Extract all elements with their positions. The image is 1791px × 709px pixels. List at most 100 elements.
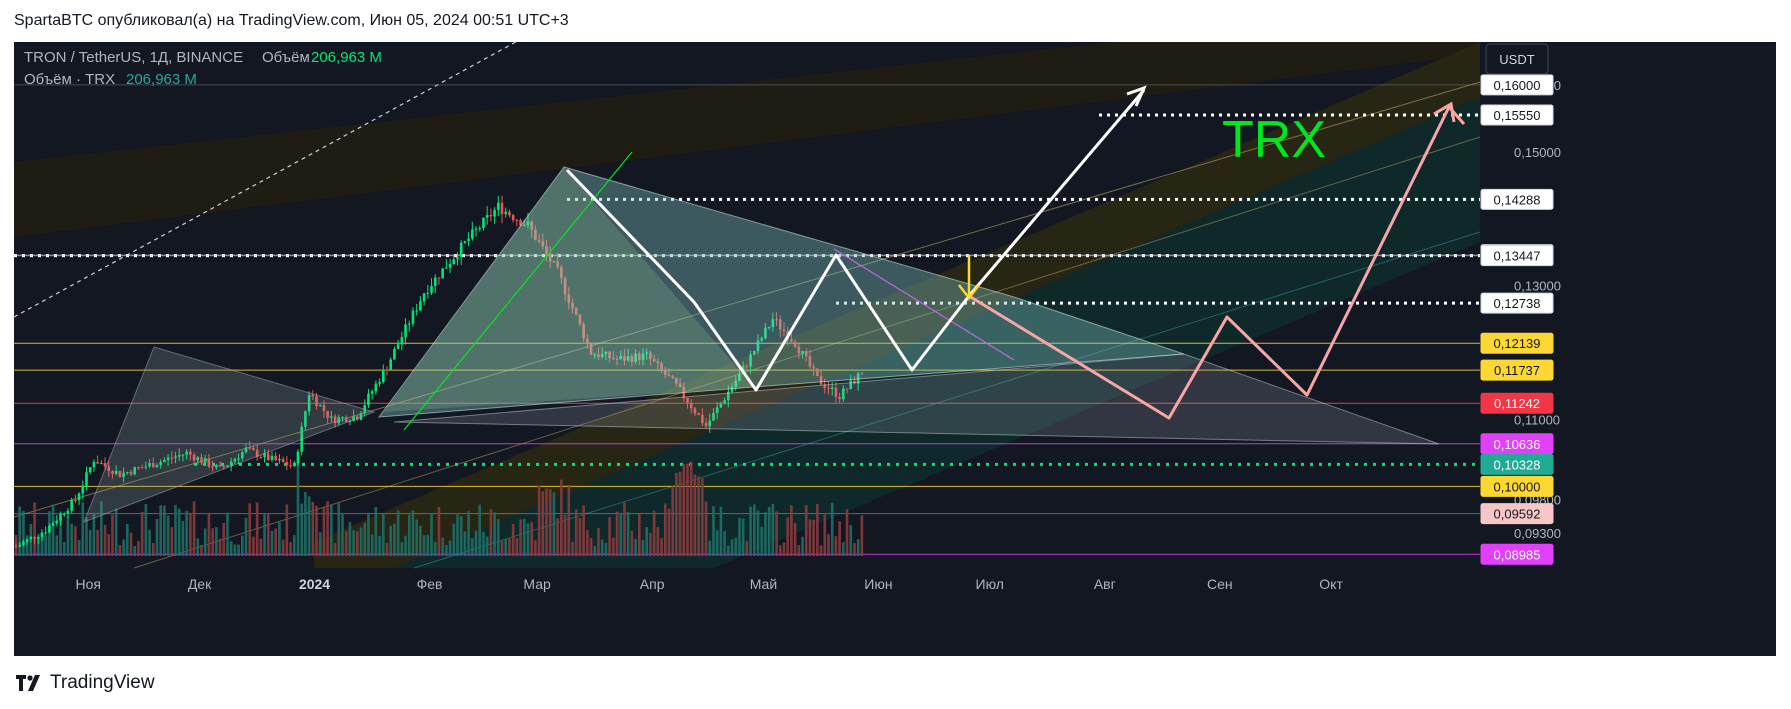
symbol-volume-label: Объём <box>262 49 310 66</box>
volume-bar <box>151 542 155 556</box>
candle-body <box>415 310 418 312</box>
candle-body <box>448 263 452 268</box>
price-label-box <box>1480 543 1554 565</box>
white-arrowhead <box>1126 85 1147 107</box>
candle-body <box>122 472 125 478</box>
volume-bar <box>582 505 585 556</box>
volume-bar <box>530 522 533 556</box>
candle-body <box>608 351 611 359</box>
volume-bar <box>81 502 85 556</box>
tradingview-logo[interactable]: TradingView <box>16 672 155 694</box>
candle-body <box>630 356 634 363</box>
volume-bar <box>218 538 222 556</box>
lower-wedge <box>393 353 1440 445</box>
candle-body <box>437 277 441 279</box>
candle-body <box>530 221 533 230</box>
volume-bar <box>333 543 337 556</box>
candle-body <box>170 457 174 459</box>
volume-bar <box>741 518 745 556</box>
candle-body <box>281 459 285 463</box>
candle-body <box>537 239 541 242</box>
purple-trend-line <box>833 248 1015 361</box>
candle-body <box>574 308 578 315</box>
volume-bar <box>641 539 645 556</box>
volume-bar <box>652 510 656 556</box>
volume-bar <box>508 538 511 556</box>
volume-bar <box>285 504 289 556</box>
y-tick-label: 0,13000 <box>1514 279 1561 294</box>
volume-bar <box>522 518 526 556</box>
y-tick-label: 0,15000 <box>1514 145 1561 160</box>
volume-bar <box>563 514 567 556</box>
x-tick-label: Мар <box>523 576 551 592</box>
volume-bar <box>478 504 482 556</box>
volume-bar <box>59 516 62 556</box>
volume-bar <box>689 461 693 556</box>
teal-channel-band <box>394 97 1480 568</box>
candle-body <box>374 383 378 392</box>
candle-body <box>92 461 96 468</box>
volume-bar <box>77 540 81 556</box>
volume-bar <box>823 514 827 556</box>
volume-bar <box>189 513 192 556</box>
volume-bar <box>586 530 589 556</box>
candle-body <box>140 467 144 469</box>
currency-button[interactable]: USDT <box>1485 43 1549 75</box>
chart-svg[interactable]: 0,160000,150000,130000,110000,098000,093… <box>14 42 1776 656</box>
volume-bar <box>441 537 444 556</box>
candle-body <box>77 493 81 501</box>
candle-body <box>597 354 600 358</box>
volume-bar <box>203 528 207 556</box>
volume-bar <box>415 519 418 556</box>
yellow-arrowhead <box>958 284 980 301</box>
volume-bar <box>177 508 181 556</box>
volume-bar <box>552 492 556 556</box>
x-tick-label: Май <box>750 576 777 592</box>
candle-body <box>697 413 700 416</box>
candle-body <box>793 341 797 347</box>
volume-bar <box>604 542 608 556</box>
volume-bar <box>830 502 834 556</box>
candle-body <box>489 214 493 217</box>
volume-bar <box>645 527 648 556</box>
volume-bar <box>493 512 496 556</box>
currency-button-label[interactable]: USDT <box>1499 52 1534 67</box>
volume-bar <box>270 530 274 556</box>
volume-bar <box>797 545 801 556</box>
volume-bar <box>370 534 374 556</box>
volume-bar <box>311 501 315 556</box>
volume-bar <box>682 464 686 556</box>
price-label-box <box>1480 453 1554 475</box>
volume-bar <box>248 503 252 556</box>
volume-bar <box>363 522 367 556</box>
candle-body <box>226 465 229 467</box>
candle-body <box>51 523 55 526</box>
yellow-channel-band <box>314 42 1480 568</box>
candle-body <box>563 278 567 295</box>
volume-bar <box>663 503 667 556</box>
volume-bar <box>764 512 767 556</box>
volume-bar <box>48 511 51 556</box>
volume-bar <box>22 510 25 556</box>
volume-bar <box>200 545 203 556</box>
volume-bar <box>738 517 741 556</box>
volume-bar <box>137 541 140 556</box>
candle-body <box>760 338 764 341</box>
candle-body <box>62 513 66 515</box>
candle-body <box>660 363 663 370</box>
volume-bar <box>70 523 73 556</box>
chart-frame[interactable]: 0,160000,150000,130000,110000,098000,093… <box>14 42 1776 656</box>
candle-body <box>222 466 226 468</box>
volume-bar <box>289 542 292 556</box>
candle-body <box>296 451 300 464</box>
volume-bar <box>630 530 634 556</box>
candle-body <box>292 463 296 466</box>
candle-body <box>100 463 103 465</box>
candle-body <box>827 387 830 390</box>
volume-bar <box>597 527 600 556</box>
candle-body <box>515 219 519 221</box>
horizontal-levels <box>14 84 1480 555</box>
candle-body <box>278 459 281 461</box>
volume-bar <box>452 523 456 556</box>
candle-body <box>445 267 448 269</box>
